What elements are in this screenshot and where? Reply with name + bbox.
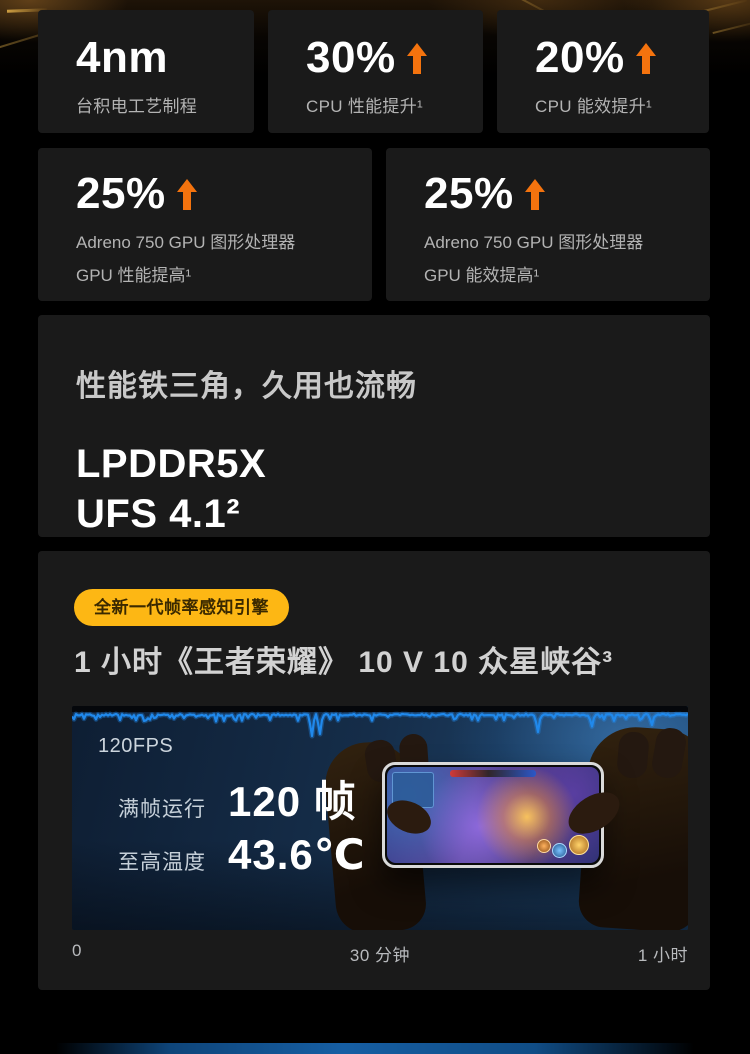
skill-button [537, 839, 551, 853]
x-tick-start: 0 [72, 941, 82, 960]
chart-top-band [72, 706, 688, 712]
stat-card-process: 4nm 台积电工艺制程 [38, 10, 254, 133]
stat-label-line2: GPU 性能提高¹ [76, 266, 192, 285]
stat-value: 43.6℃ [228, 831, 366, 878]
memory-section-card: 性能铁三角，久用也流畅 LPDDR5X UFS 4.1² [38, 315, 710, 537]
stat-value: 30% [306, 33, 396, 82]
stat-card-cpu-performance: 30% CPU 性能提升¹ [268, 10, 483, 133]
stat-label-line1: Adreno 750 GPU 图形处理器 [424, 233, 644, 252]
stat-value: 120 帧 [228, 778, 357, 825]
x-tick-end: 1 小时 [637, 946, 688, 965]
next-section-peek [56, 1043, 694, 1054]
stat-label-line1: Adreno 750 GPU 图形处理器 [76, 233, 296, 252]
stat-label: CPU 能效提升¹ [535, 97, 652, 116]
skill-button [569, 835, 589, 855]
stat-label: CPU 性能提升¹ [306, 97, 423, 116]
section-title: 性能铁三角，久用也流畅 [76, 370, 417, 403]
x-tick-middle: 30 分钟 [349, 946, 411, 965]
fps-baseline-label: 120FPS [98, 735, 174, 757]
stat-value: 25% [424, 169, 514, 218]
stat-label-line2: GPU 能效提高¹ [424, 266, 540, 285]
up-arrow-icon [635, 42, 657, 74]
skill-button [552, 843, 567, 858]
stat-value: 4nm [76, 33, 168, 82]
stat-card-cpu-efficiency: 20% CPU 能效提升¹ [497, 10, 709, 133]
up-arrow-icon [406, 42, 428, 74]
up-arrow-icon [176, 178, 198, 210]
memory-spec-ufs: UFS 4.1² [76, 492, 241, 536]
chart-x-axis: 0 30 分钟 1 小时 [72, 941, 688, 966]
engine-badge: 全新一代帧率感知引擎 [74, 589, 289, 626]
game-heading: 1 小时《王者荣耀》 10 V 10 众星峡谷³ [74, 646, 614, 679]
fps-line-chart [72, 711, 688, 739]
fps-chart: 120FPS 满帧运行 120 帧 [72, 706, 688, 930]
memory-spec-lpddr: LPDDR5X [76, 442, 267, 486]
stat-label: Adreno 750 GPU 图形处理器 GPU 能效提高¹ [424, 226, 680, 292]
stat-card-gpu-efficiency: 25% Adreno 750 GPU 图形处理器 GPU 能效提高¹ [386, 148, 710, 301]
game-section-card: 全新一代帧率感知引擎 1 小时《王者荣耀》 10 V 10 众星峡谷³ 120F… [38, 551, 710, 990]
fps-stat-row: 满帧运行 120 帧 [118, 768, 357, 829]
score-bar [450, 770, 536, 777]
stat-label: 满帧运行 [118, 798, 206, 821]
memory-specs: LPDDR5X UFS 4.1² [76, 439, 672, 539]
stat-card-gpu-performance: 25% Adreno 750 GPU 图形处理器 GPU 性能提高¹ [38, 148, 372, 301]
gold-streak-decoration [712, 19, 750, 35]
stat-label: Adreno 750 GPU 图形处理器 GPU 性能提高¹ [76, 226, 342, 292]
up-arrow-icon [524, 178, 546, 210]
stat-label: 至高温度 [118, 851, 206, 874]
stat-label: 台积电工艺制程 [76, 97, 198, 116]
stat-value: 20% [535, 33, 625, 82]
temperature-stat-row: 至高温度 43.6℃ [118, 830, 366, 879]
stat-value: 25% [76, 169, 166, 218]
